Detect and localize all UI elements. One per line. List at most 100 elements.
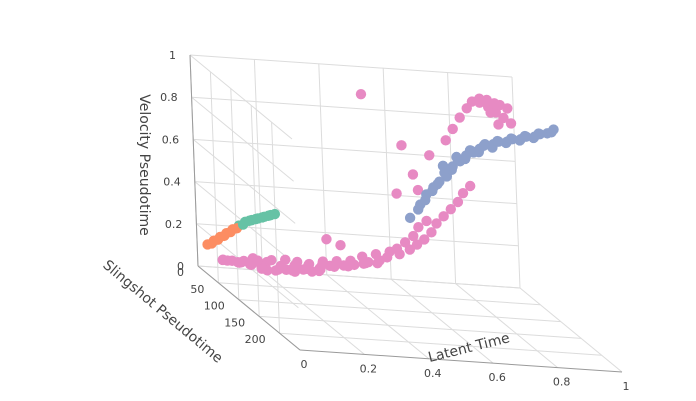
data-point [391, 188, 402, 199]
data-point [321, 234, 332, 245]
z-tick-label: 0.4 [163, 176, 181, 189]
z-axis-title: Velocity Pseudotime [136, 94, 152, 235]
grid-line [191, 96, 294, 182]
data-point [464, 145, 476, 156]
data-point [419, 234, 430, 245]
y-tick-label: 200 [245, 333, 266, 346]
data-point [437, 160, 449, 172]
grid-line [218, 282, 541, 306]
grid-line [279, 332, 602, 356]
data-point [502, 103, 513, 114]
data-point [424, 150, 435, 161]
data-point [391, 243, 403, 254]
data-point [431, 218, 442, 229]
grid-layer [189, 54, 623, 373]
x-tick-label: 0.4 [424, 367, 442, 380]
data-point [421, 215, 432, 227]
data-point [252, 255, 263, 266]
data-point [291, 256, 303, 268]
data-point [457, 187, 469, 199]
data-point [420, 194, 431, 206]
data-point [238, 255, 249, 267]
data-point [533, 128, 544, 139]
grid-line [271, 122, 281, 334]
z-tick-label: 0.6 [162, 133, 180, 146]
data-point [427, 185, 438, 197]
grid-line [326, 274, 430, 360]
z-tick-label: 0 [177, 260, 184, 273]
data-point [434, 176, 445, 187]
grid-line [189, 54, 513, 78]
grid-line [189, 54, 293, 140]
data-point [345, 255, 356, 267]
grid-line [519, 287, 623, 373]
data-point [404, 212, 416, 224]
z-axis-line [189, 54, 199, 267]
data-point [447, 161, 458, 172]
data-point [287, 265, 298, 276]
data-point [335, 240, 346, 251]
data-point [396, 140, 407, 151]
x-tick-label: 0 [301, 358, 308, 371]
data-point [505, 133, 517, 144]
data-point [438, 211, 449, 222]
data-point [412, 184, 424, 196]
x-tick-label: 0.6 [488, 371, 506, 384]
x-tick-label: 0.8 [553, 376, 571, 389]
data-point [399, 237, 411, 248]
grid-line [250, 105, 260, 317]
data-point [355, 88, 367, 100]
y-tick-label: 150 [224, 316, 245, 329]
data-point [440, 135, 451, 146]
y-tick-label: 50 [190, 283, 204, 296]
y-tick-label: 100 [204, 300, 225, 313]
grid-line [259, 315, 582, 339]
point-layer [202, 88, 559, 277]
data-point [546, 127, 557, 138]
data-point [464, 180, 476, 192]
grid-line [238, 299, 561, 323]
data-point [408, 230, 419, 242]
data-point [372, 258, 383, 269]
data-point [452, 196, 464, 208]
data-point [407, 169, 419, 180]
data-point [370, 248, 382, 260]
data-point [413, 222, 424, 233]
data-point [331, 256, 342, 267]
data-point [269, 208, 281, 220]
data-point [275, 263, 286, 274]
grid-line [455, 283, 558, 368]
y-axis-line [197, 265, 301, 351]
data-point [445, 203, 456, 215]
data-point [519, 130, 531, 142]
data-point [454, 112, 465, 123]
data-point [451, 151, 462, 163]
y-tick-label: 0 [177, 266, 184, 279]
data-point [266, 254, 277, 266]
data-point [317, 256, 329, 267]
data-point [478, 140, 489, 151]
grid-line [511, 76, 521, 289]
data-point [498, 112, 509, 124]
data-point [492, 135, 503, 147]
data-point [489, 98, 500, 109]
x-axis-line [299, 349, 623, 373]
data-point [217, 254, 228, 266]
grid-line [209, 71, 219, 283]
z-tick-label: 1 [169, 49, 176, 62]
grid-line [390, 278, 494, 364]
z-tick-label: 0.2 [165, 218, 183, 231]
x-axis-title: Latent Time [427, 330, 512, 366]
z-tick-label: 0.8 [160, 91, 178, 104]
grid-line [253, 59, 263, 271]
data-point [280, 254, 291, 265]
grid-line [192, 139, 296, 224]
grid-line [262, 270, 365, 355]
data-point [226, 255, 238, 266]
data-point [413, 204, 424, 215]
x-tick-label: 1 [623, 380, 630, 393]
data-point [426, 227, 437, 238]
